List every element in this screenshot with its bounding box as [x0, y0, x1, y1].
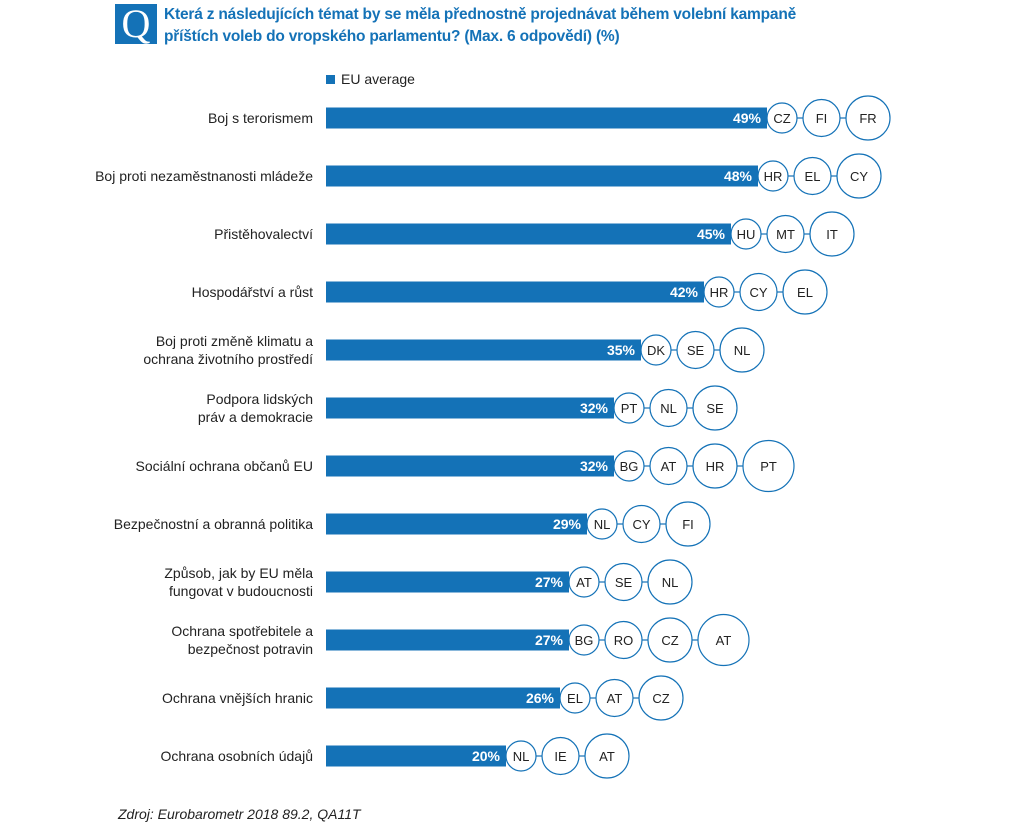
bar	[326, 397, 614, 419]
category-label: Sociální ochrana občanů EU	[136, 458, 313, 474]
country-code: NL	[734, 343, 751, 358]
country-circle	[742, 439, 795, 493]
bar	[326, 165, 758, 187]
category-label: Způsob, jak by EU měla	[164, 565, 313, 581]
category-label: práv a demokracie	[198, 409, 313, 425]
category-label: Boj proti nezaměstnanosti mládeže	[95, 168, 313, 184]
category-label: Ochrana osobních údajů	[160, 748, 313, 764]
category-label: Podpora lidských	[206, 391, 313, 407]
legend: EU average	[326, 69, 415, 89]
bar-value-label: 35%	[607, 342, 636, 358]
country-code: EL	[797, 285, 813, 300]
category-label: Přistěhovalectví	[214, 226, 313, 242]
country-code: IE	[554, 749, 567, 764]
category-label: bezpečnost potravin	[188, 641, 313, 657]
country-code: NL	[662, 575, 679, 590]
country-code: NL	[594, 517, 611, 532]
bar-value-label: 26%	[526, 690, 555, 706]
category-label: Ochrana vnějších hranic	[162, 690, 313, 706]
country-circle	[697, 613, 750, 667]
bar-value-label: 27%	[535, 632, 564, 648]
bar-value-label: 29%	[553, 516, 582, 532]
legend-swatch	[326, 74, 335, 84]
bar-value-label: 20%	[472, 748, 501, 764]
bar	[326, 513, 587, 535]
category-label: Ochrana spotřebitele a	[171, 623, 313, 639]
bar-value-label: 45%	[697, 226, 726, 242]
country-code: CZ	[661, 633, 678, 648]
country-code: DK	[647, 343, 665, 358]
country-code: NL	[513, 749, 530, 764]
country-code: AT	[599, 749, 615, 764]
bar	[326, 687, 560, 709]
country-code: CZ	[773, 111, 790, 126]
country-circle	[692, 385, 738, 431]
country-circle	[665, 501, 711, 547]
country-code: AT	[607, 691, 623, 706]
country-code: SE	[687, 343, 705, 358]
bar-value-label: 27%	[535, 574, 564, 590]
country-code: BG	[620, 459, 639, 474]
country-circle	[647, 559, 693, 605]
country-code: CY	[850, 169, 868, 184]
source-note: Zdroj: Eurobarometr 2018 89.2, QA11T	[118, 806, 361, 822]
country-code: FI	[816, 111, 828, 126]
bar	[326, 629, 569, 651]
question-icon: Q	[115, 4, 157, 44]
country-code: AT	[576, 575, 592, 590]
country-code: HR	[710, 285, 729, 300]
country-code: PT	[621, 401, 638, 416]
country-code: CZ	[652, 691, 669, 706]
bar-value-label: 42%	[670, 284, 699, 300]
country-code: PT	[760, 459, 777, 474]
country-code: SE	[615, 575, 633, 590]
country-code: EL	[805, 169, 821, 184]
country-circle	[809, 211, 855, 257]
bar	[326, 455, 614, 477]
country-circle	[638, 675, 684, 721]
country-code: AT	[661, 459, 677, 474]
bar	[326, 571, 569, 593]
category-label: Bezpečnostní a obranná politika	[114, 516, 313, 532]
bar-value-label: 32%	[580, 400, 609, 416]
legend-label: EU average	[341, 71, 415, 87]
category-label: Boj proti změně klimatu a	[156, 333, 313, 349]
country-code: HR	[706, 459, 725, 474]
country-code: FI	[682, 517, 694, 532]
bar	[326, 223, 731, 245]
bar-value-label: 32%	[580, 458, 609, 474]
chart-title: Která z následujících témat by se měla p…	[164, 6, 797, 45]
country-code: HR	[764, 169, 783, 184]
category-label: Hospodářství a růst	[192, 284, 313, 300]
country-circle	[845, 95, 891, 141]
country-code: RO	[614, 633, 634, 648]
country-circle	[584, 733, 630, 779]
country-code: CY	[749, 285, 767, 300]
country-code: CY	[632, 517, 650, 532]
country-code: HU	[737, 227, 756, 242]
bar-value-label: 49%	[733, 110, 762, 126]
category-label: ochrana životního prostředí	[143, 351, 313, 367]
country-code: IT	[826, 227, 838, 242]
country-code: BG	[575, 633, 594, 648]
bar	[326, 745, 506, 767]
category-label: fungovat v budoucnosti	[169, 583, 313, 599]
country-code: EL	[567, 691, 583, 706]
bar	[326, 107, 767, 129]
bar	[326, 339, 641, 361]
country-code: FR	[859, 111, 876, 126]
country-code: SE	[706, 401, 724, 416]
country-circle	[719, 327, 765, 373]
category-label: Boj s terorismem	[208, 110, 313, 126]
country-code: NL	[660, 401, 677, 416]
country-code: AT	[716, 633, 732, 648]
bar	[326, 281, 704, 303]
country-circle	[836, 153, 882, 199]
country-circle	[782, 269, 828, 315]
bar-value-label: 48%	[724, 168, 753, 184]
country-code: MT	[776, 227, 795, 242]
